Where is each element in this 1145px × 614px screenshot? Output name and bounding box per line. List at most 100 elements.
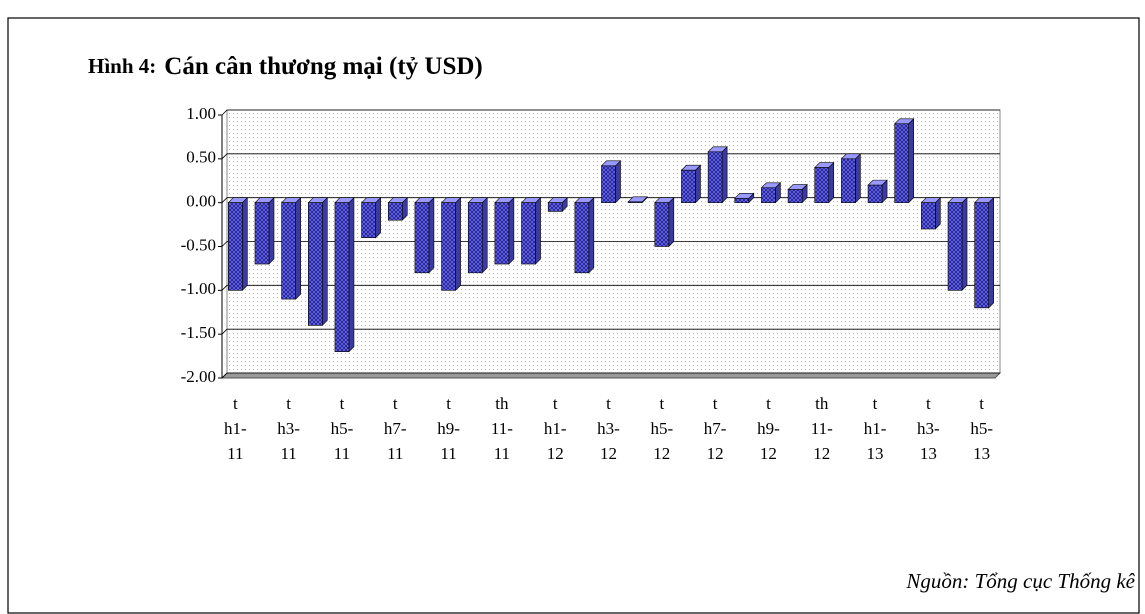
bar-group bbox=[387, 196, 408, 221]
x-tick-label: t h3-12 bbox=[597, 394, 620, 463]
bar-group bbox=[307, 196, 329, 327]
y-tick-label: -1.50 bbox=[181, 323, 216, 342]
bar-group bbox=[867, 179, 888, 204]
bar-group bbox=[707, 146, 728, 204]
bar-group bbox=[734, 192, 755, 204]
bar-side bbox=[242, 196, 248, 292]
bar-group bbox=[494, 196, 515, 265]
bar-side bbox=[535, 196, 541, 265]
bar bbox=[228, 202, 243, 291]
bar bbox=[921, 202, 936, 230]
bar-side bbox=[481, 196, 488, 274]
bar-group bbox=[467, 196, 488, 274]
bar bbox=[841, 158, 856, 203]
bar bbox=[574, 202, 590, 274]
bar bbox=[494, 202, 510, 265]
bar-side bbox=[695, 164, 701, 204]
bar-side bbox=[855, 153, 861, 204]
bar-side bbox=[321, 196, 328, 327]
x-tick-label: t h9-12 bbox=[757, 394, 780, 463]
bar bbox=[867, 184, 883, 203]
x-tick-label: t h3-13 bbox=[917, 394, 940, 463]
bar-side bbox=[828, 161, 835, 204]
chart-title: Hình 4: Cán cân thương mại (tỷ USD) bbox=[88, 53, 483, 80]
x-tick-label: t h9-11 bbox=[437, 394, 460, 463]
x-tick-label: t h1-12 bbox=[544, 394, 567, 463]
x-tick-label: t h1-13 bbox=[864, 394, 887, 463]
bar bbox=[947, 202, 963, 291]
grid-line bbox=[221, 241, 1000, 247]
grid-line bbox=[221, 153, 1000, 160]
y-tick-label: -1.00 bbox=[181, 279, 216, 298]
bar-group bbox=[947, 196, 968, 292]
bar-group bbox=[760, 182, 782, 204]
bar-group bbox=[440, 196, 462, 292]
bar bbox=[521, 202, 536, 265]
bar bbox=[387, 202, 403, 221]
bar bbox=[361, 202, 376, 239]
bar-group bbox=[893, 118, 915, 204]
bar bbox=[281, 202, 296, 300]
bar bbox=[707, 151, 723, 203]
bar bbox=[681, 169, 696, 203]
y-tick-label: -2.00 bbox=[181, 367, 216, 386]
x-tick-label: t h7-11 bbox=[384, 394, 407, 463]
grid-line bbox=[221, 109, 1000, 116]
bar bbox=[654, 202, 670, 247]
bar-side bbox=[375, 196, 381, 239]
bar bbox=[974, 202, 989, 309]
grid-line bbox=[221, 284, 1000, 291]
x-tick-label: t h5-13 bbox=[970, 394, 993, 463]
bar-group bbox=[814, 161, 835, 204]
bar-group bbox=[920, 196, 942, 230]
x-tick-label: th 11-11 bbox=[491, 394, 513, 463]
bar bbox=[894, 123, 910, 203]
y-tick-label: -0.50 bbox=[181, 235, 216, 254]
x-tick-label: t h3-11 bbox=[277, 394, 300, 463]
bar bbox=[734, 197, 750, 203]
x-tick-label: t h7-12 bbox=[704, 394, 727, 463]
bar bbox=[254, 202, 270, 265]
bar-group bbox=[840, 153, 862, 204]
bar bbox=[787, 189, 803, 203]
source: Nguồn: Tổng cục Thống kê bbox=[905, 569, 1135, 593]
bar-group bbox=[254, 196, 275, 265]
bar-group bbox=[973, 196, 995, 309]
bar-side bbox=[268, 196, 275, 265]
bar-group bbox=[574, 196, 595, 274]
bar-side bbox=[455, 196, 461, 292]
bar-group bbox=[680, 164, 702, 204]
y-tick-label: 0.00 bbox=[186, 192, 216, 211]
bar bbox=[467, 202, 483, 274]
bar-side bbox=[721, 146, 728, 204]
bar-side bbox=[961, 196, 968, 292]
x-tick-label: t h1-11 bbox=[224, 394, 247, 463]
bar-side bbox=[668, 196, 675, 248]
grid-line bbox=[221, 372, 1000, 379]
bar bbox=[601, 165, 616, 203]
bar-group bbox=[600, 160, 622, 204]
bar-side bbox=[588, 196, 595, 274]
bar bbox=[627, 201, 643, 203]
x-tick-label: t h5-11 bbox=[331, 394, 354, 463]
x-tick-label: th 11-12 bbox=[811, 394, 833, 463]
bar bbox=[307, 202, 323, 326]
bar-group bbox=[334, 196, 355, 353]
bar bbox=[334, 202, 350, 353]
bar-group bbox=[627, 196, 648, 204]
bar-group bbox=[280, 196, 302, 300]
y-tick-label: 1.00 bbox=[186, 104, 216, 123]
grid-line bbox=[221, 328, 1000, 335]
bar-group bbox=[547, 196, 568, 213]
bar-group bbox=[360, 196, 382, 239]
bar-side bbox=[348, 196, 355, 353]
bar-side bbox=[428, 196, 435, 274]
bar-group bbox=[414, 196, 435, 274]
bar-group bbox=[654, 196, 675, 248]
bar-side bbox=[908, 118, 915, 204]
bar bbox=[814, 167, 830, 203]
x-tick-label: t h5-12 bbox=[650, 394, 673, 463]
bar-side bbox=[988, 196, 994, 309]
bar-group bbox=[227, 196, 249, 292]
